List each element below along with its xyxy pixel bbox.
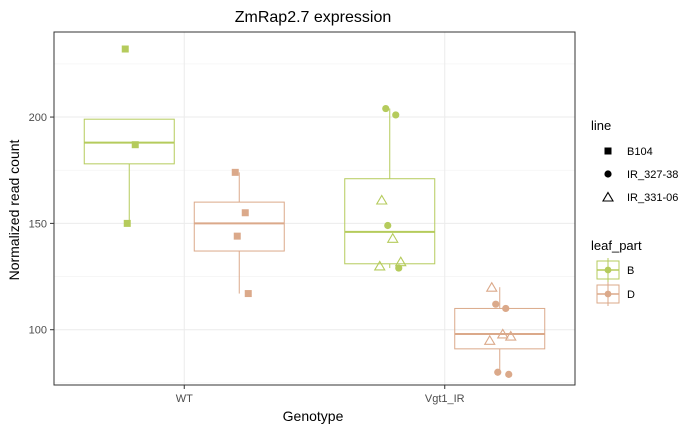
- data-point: [496, 328, 509, 339]
- data-point: [121, 45, 129, 53]
- data-point: [123, 219, 131, 227]
- data-point: [494, 368, 502, 376]
- data-point: [241, 209, 249, 217]
- data-point: [492, 300, 500, 308]
- data-point: [504, 330, 517, 341]
- legend-key-circle: [604, 170, 612, 178]
- x-axis-title: Genotype: [283, 408, 344, 424]
- legend-label: IR_331-06: [627, 192, 678, 204]
- box-body: [344, 178, 436, 265]
- box-body: [83, 118, 175, 165]
- data-point: [502, 304, 510, 313]
- chart-title: ZmRap2.7 expression: [235, 9, 392, 26]
- plot-background: [54, 32, 575, 385]
- legend-key-point: [604, 290, 612, 298]
- data-point: [373, 260, 386, 271]
- data-point: [386, 232, 399, 243]
- legend-label: IR_327-38: [627, 169, 678, 181]
- y-tick-label: 150: [29, 218, 47, 230]
- data-point: [244, 290, 252, 298]
- plot-border: [53, 31, 576, 386]
- data-point: [233, 232, 241, 240]
- y-tick-label: 100: [29, 325, 47, 337]
- x-tick-label: Vgt1_IR: [425, 393, 465, 405]
- data-point: [485, 281, 498, 292]
- data-point: [505, 370, 513, 378]
- data-point: [231, 168, 239, 176]
- data-point: [131, 141, 139, 149]
- plot-area: 100 150 200 WT Vgt1_IR: [29, 31, 576, 405]
- legend-key-square: [604, 147, 612, 155]
- box-body: [193, 201, 285, 252]
- legend-title-line: line: [591, 118, 611, 133]
- legend-label: D: [627, 289, 635, 301]
- x-tick-label: WT: [176, 393, 193, 405]
- data-point: [384, 221, 392, 230]
- data-point: [395, 264, 403, 272]
- legend-key-triangle: [602, 191, 614, 202]
- box-body: [454, 307, 546, 350]
- data-point: [382, 104, 390, 113]
- legend-key-point: [604, 266, 612, 274]
- legend-label: B104: [627, 146, 653, 158]
- legend-title-leaf-part: leaf_part: [591, 238, 642, 253]
- data-point: [375, 194, 388, 205]
- data-point: [483, 334, 496, 345]
- y-axis-title: Normalized read count: [6, 139, 22, 280]
- legend-label: B: [627, 265, 634, 277]
- legend: line B104 IR_327-38 IR_331-06 leaf_part BD: [591, 118, 678, 306]
- data-point: [392, 111, 400, 119]
- data-point: [394, 256, 407, 267]
- y-tick-label: 200: [29, 112, 47, 124]
